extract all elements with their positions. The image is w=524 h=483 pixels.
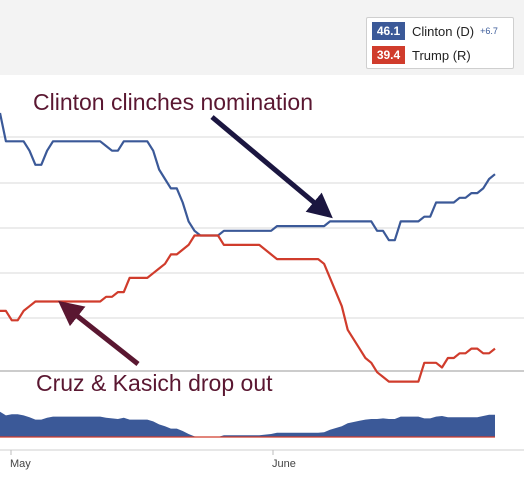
- annotation-arrow-cruz: [58, 300, 140, 366]
- trump-value-badge: 39.4: [372, 46, 405, 64]
- trump-series-line[interactable]: [0, 234, 496, 383]
- clinton-value-badge: 46.1: [372, 22, 405, 40]
- annotation-arrow-clinton: [210, 115, 333, 219]
- chart-legend: 46.1 Clinton (D) +6.7 39.4 Trump (R): [366, 17, 514, 69]
- x-tick-label-june: June: [272, 458, 296, 470]
- legend-item-clinton[interactable]: 46.1 Clinton (D) +6.7: [372, 22, 498, 40]
- clinton-series-line[interactable]: [0, 112, 496, 242]
- annotation-cruz-kasich: Cruz & Kasich drop out: [36, 370, 273, 396]
- annotation-clinton-clinches: Clinton clinches nomination: [33, 89, 313, 115]
- legend-item-trump[interactable]: 39.4 Trump (R): [372, 46, 471, 64]
- spread-area: [0, 411, 495, 437]
- clinton-legend-label: Clinton (D): [412, 23, 475, 39]
- x-tick-label-may: May: [10, 458, 31, 470]
- clinton-margin-label: +6.7: [480, 26, 498, 36]
- trump-legend-label: Trump (R): [412, 47, 471, 63]
